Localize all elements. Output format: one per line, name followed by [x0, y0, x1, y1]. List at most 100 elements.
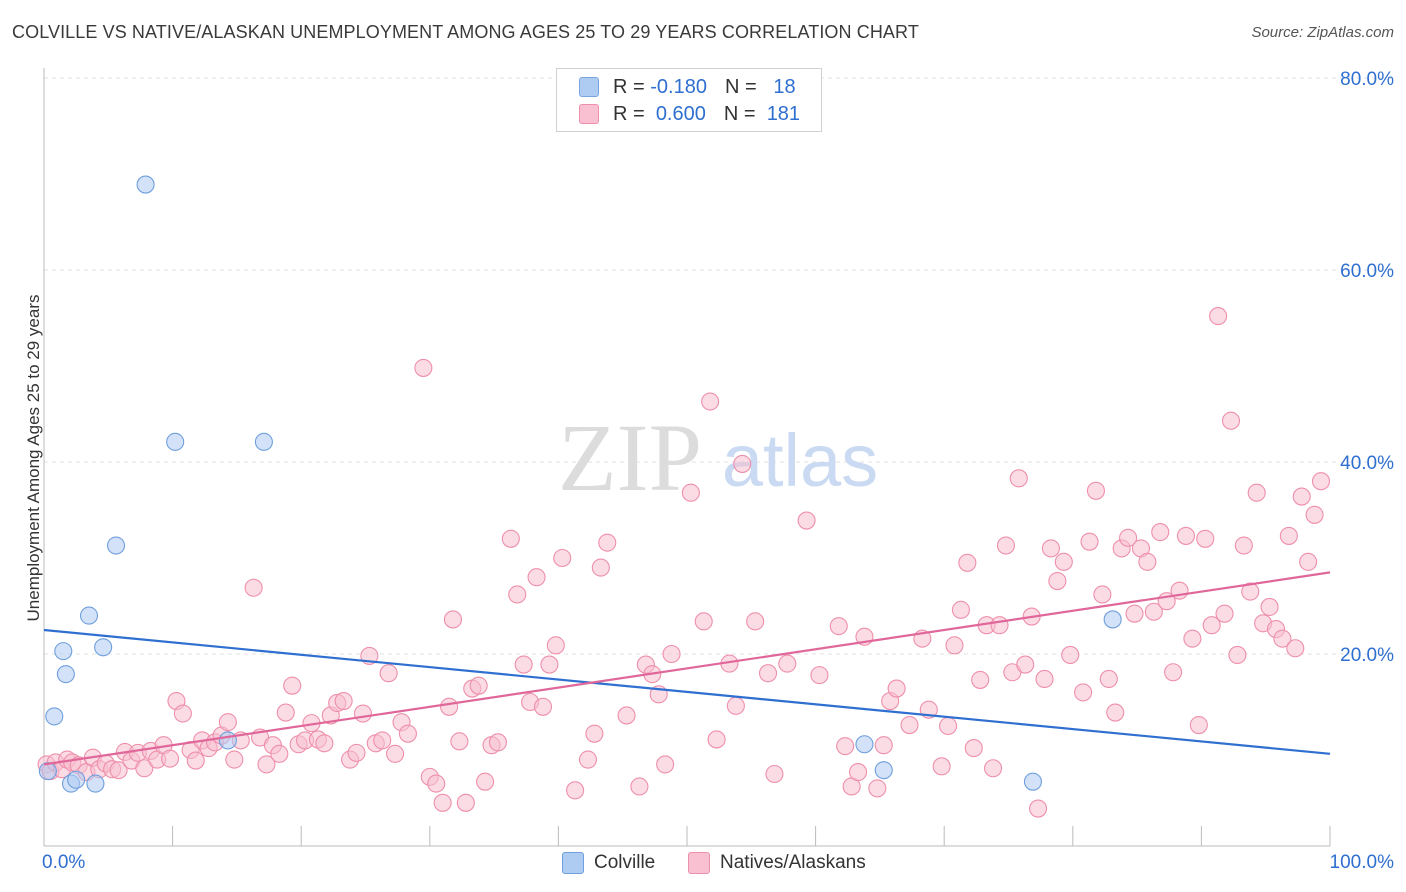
natives-point	[1189, 715, 1208, 735]
colville-point	[218, 731, 237, 750]
y-tick-label: 20.0%	[1340, 645, 1394, 666]
colville-point	[1023, 772, 1042, 791]
y-tick-label: 80.0%	[1340, 69, 1394, 90]
natives-point	[578, 750, 598, 769]
axes	[43, 68, 1331, 847]
natives-point	[984, 759, 1003, 778]
colville-point	[54, 642, 73, 661]
natives-point	[746, 612, 765, 631]
natives-point	[283, 676, 302, 695]
natives-point	[617, 706, 636, 725]
legend-item-natives[interactable]: Natives/Alaskans	[688, 852, 866, 874]
natives-point	[630, 777, 649, 796]
natives-point	[598, 533, 617, 552]
grid-lines	[44, 77, 1392, 655]
natives-trend-line	[43, 571, 1331, 766]
r-value: 0.600	[655, 102, 706, 125]
colville-trend-line	[43, 628, 1331, 755]
natives-point	[1241, 582, 1260, 601]
natives-point	[386, 744, 405, 763]
natives-point	[553, 548, 572, 568]
natives-point	[501, 529, 520, 548]
natives-point	[160, 749, 180, 768]
n-value: 18	[773, 75, 796, 98]
natives-point	[887, 679, 906, 698]
natives-point	[347, 743, 366, 762]
natives-point	[939, 716, 958, 736]
natives-point	[1016, 655, 1035, 674]
natives-point	[398, 724, 417, 743]
colville-point	[86, 774, 105, 793]
natives-point	[218, 713, 237, 732]
natives-point	[964, 739, 983, 758]
natives-point	[1228, 645, 1247, 665]
natives-point	[1202, 616, 1221, 635]
n-label: N =	[723, 102, 756, 125]
natives-point	[476, 772, 495, 791]
natives-point	[1048, 571, 1067, 591]
natives-point	[244, 578, 263, 597]
natives-point	[186, 751, 205, 770]
natives-point	[585, 724, 604, 743]
y-tick-label: 60.0%	[1340, 261, 1394, 282]
natives-point	[701, 392, 720, 411]
watermark: ZIP atlas	[558, 404, 878, 511]
natives-swatch	[579, 104, 599, 124]
natives-point	[848, 763, 868, 782]
natives-point	[1215, 604, 1234, 623]
natives-point	[1286, 639, 1305, 658]
colville-point	[56, 665, 75, 684]
natives-point	[681, 483, 700, 502]
natives-point	[443, 610, 462, 629]
natives-point	[1176, 526, 1196, 545]
natives-point	[257, 755, 276, 774]
colville-point	[136, 175, 155, 194]
n-value: 181	[766, 102, 801, 125]
natives-point	[765, 764, 784, 784]
legend-item-colville[interactable]: Colville	[562, 852, 655, 874]
data-points	[37, 175, 1331, 818]
natives-point	[591, 558, 610, 577]
legend-label-colville: Colville	[594, 852, 656, 873]
natives-point	[440, 697, 459, 716]
natives-point	[427, 774, 446, 793]
natives-point	[1196, 529, 1215, 548]
natives-point	[1279, 526, 1298, 545]
natives-point	[868, 779, 887, 798]
colville-swatch	[579, 77, 599, 97]
natives-point	[1144, 602, 1163, 621]
r-value: -0.180	[650, 75, 707, 98]
natives-point	[527, 568, 546, 587]
natives-point	[1074, 683, 1093, 702]
stats-legend: R = -0.180 N = 18 R = 0.600 N = 181	[556, 68, 822, 132]
natives-point	[276, 703, 295, 722]
natives-point	[951, 600, 970, 619]
natives-point	[1299, 552, 1318, 571]
natives-point	[971, 670, 990, 689]
natives-point	[1209, 307, 1228, 326]
colville-point	[45, 707, 64, 726]
natives-point	[450, 732, 469, 751]
y-tick-label: 40.0%	[1340, 453, 1394, 474]
colville-point	[38, 762, 57, 781]
natives-point	[1009, 469, 1028, 488]
natives-point	[456, 793, 475, 812]
natives-point	[1029, 799, 1048, 818]
natives-point	[135, 759, 154, 778]
colville-point	[1103, 610, 1122, 629]
natives-point	[758, 664, 778, 683]
natives-point	[662, 644, 681, 664]
natives-point	[334, 691, 353, 711]
natives-point	[900, 715, 919, 735]
n-label: N =	[724, 75, 757, 98]
natives-point	[996, 536, 1015, 555]
natives-point	[469, 676, 488, 695]
natives-point	[353, 704, 372, 723]
r-label: R =	[613, 102, 645, 125]
natives-point	[1273, 629, 1292, 648]
colville-point	[94, 638, 113, 657]
natives-point	[1138, 552, 1157, 571]
natives-point	[488, 733, 508, 752]
natives-point	[1086, 481, 1105, 500]
series-legend: Colville Natives/Alaskans	[0, 852, 1406, 878]
